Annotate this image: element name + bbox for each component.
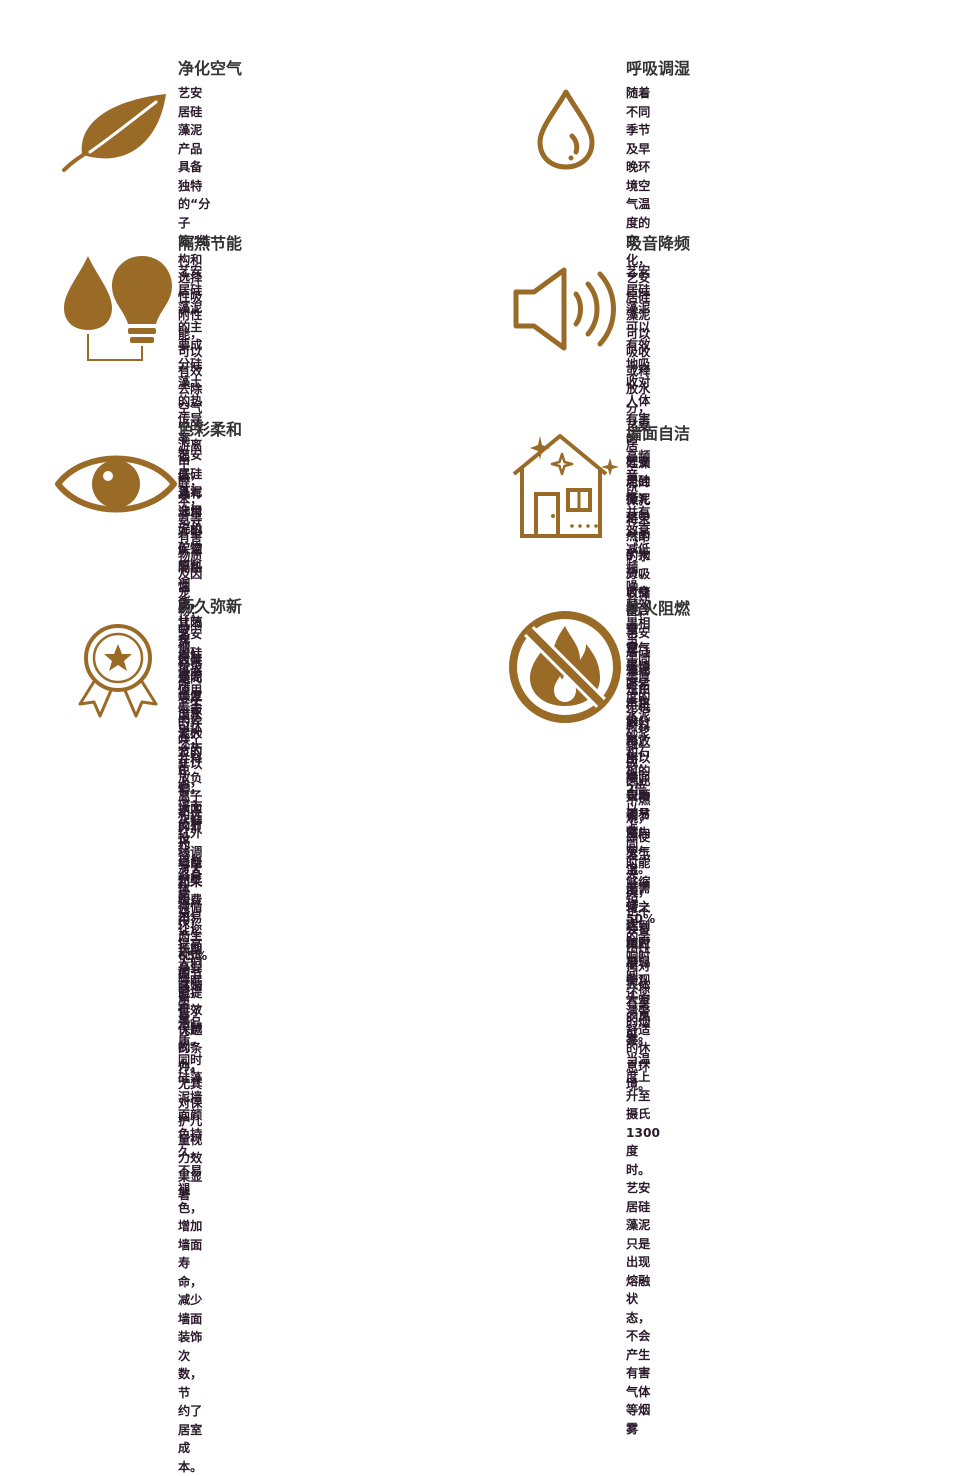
- leaf-icon: [60, 92, 172, 172]
- feature-title: 呼吸调湿: [626, 59, 691, 78]
- feature-title: 色彩柔和: [178, 420, 243, 439]
- feature-description: 艺安居硅藻泥使用寿命可达二十年以上，一 次性投资，终身受益。让您长期享受高端生 …: [178, 627, 203, 1474]
- eye-icon: [54, 448, 178, 520]
- feature-title: 隔热节能: [178, 234, 243, 253]
- feature-title: 吸音降频: [626, 234, 691, 253]
- feature-title: 防火阻燃: [626, 599, 691, 618]
- feature-title: 净化空气: [178, 59, 243, 78]
- award-badge-icon: [72, 622, 164, 718]
- drop-and-bulb-icon: [60, 254, 178, 366]
- water-drop-icon: [534, 88, 598, 170]
- speaker-icon: [512, 264, 620, 354]
- feature-title: 墙面自洁: [626, 424, 691, 443]
- feature-description: 艺安居硅藻泥是由无机材料组成，因此不燃 烧，即使发生火灾，也不会冒出任何对人体 …: [626, 626, 660, 1436]
- feature-description: 随着不同季节及早晚环境空气温度的变化， 艺安居硅藻泥可以吸收或释放水分，艺安居 …: [626, 86, 651, 988]
- feature-title: 历久弥新: [178, 597, 243, 616]
- no-fire-icon: [508, 610, 622, 724]
- clean-house-icon: [512, 432, 622, 540]
